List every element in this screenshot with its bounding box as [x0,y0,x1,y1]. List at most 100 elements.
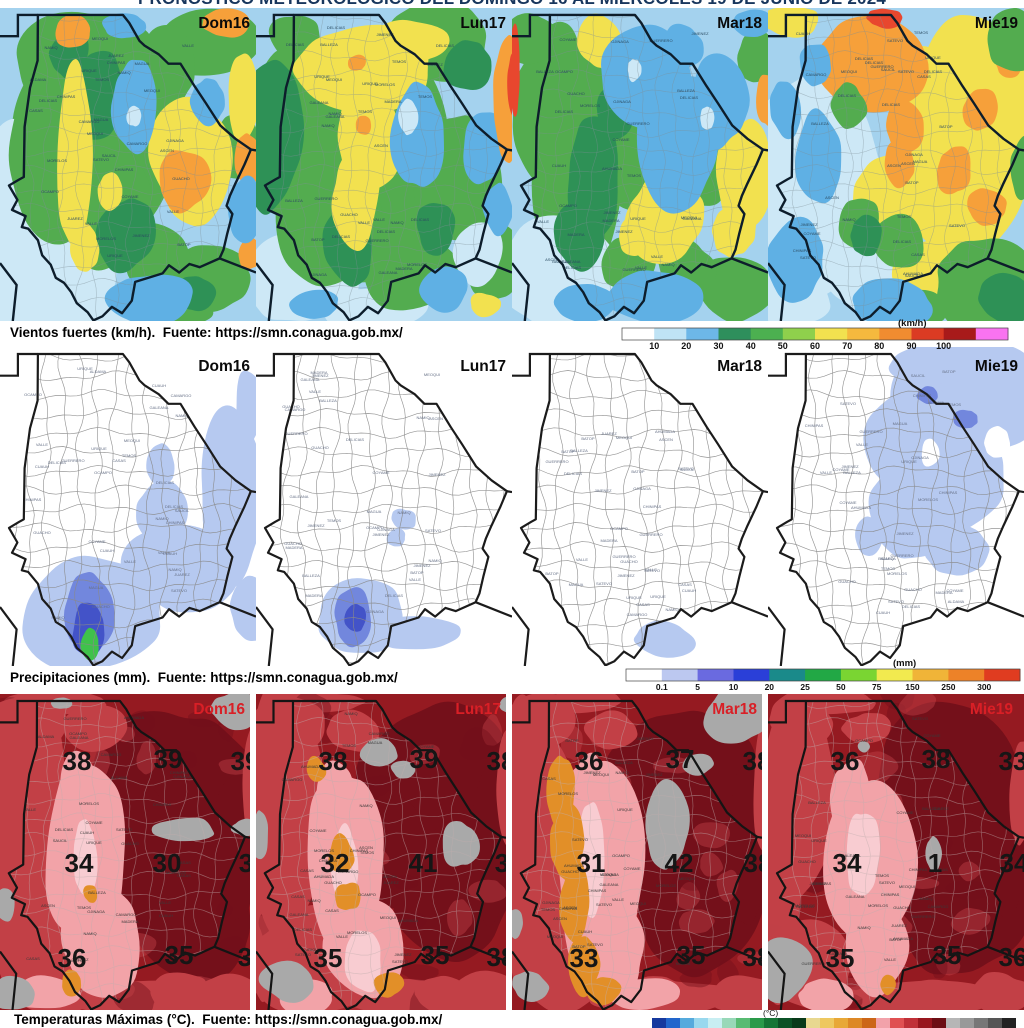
svg-text:MORELOS: MORELOS [407,262,427,267]
svg-text:VALLE: VALLE [36,442,48,447]
svg-text:BATOP: BATOP [889,937,903,942]
svg-text:MEOQUI: MEOQUI [326,77,342,82]
svg-text:Mar18: Mar18 [712,701,757,718]
svg-text:35: 35 [165,940,194,970]
svg-text:DELICIAS: DELICIAS [436,43,455,48]
svg-text:DELICIAS: DELICIAS [902,604,921,609]
svg-text:NAMIQ: NAMIQ [307,898,320,903]
svg-text:VALLE: VALLE [537,219,549,224]
svg-text:CUAUH: CUAUH [796,31,810,36]
svg-text:BATOP: BATOP [939,124,953,129]
svg-text:75: 75 [872,682,882,692]
svg-text:NAMIQ: NAMIQ [344,711,357,716]
svg-text:DELICIAS: DELICIAS [924,69,943,74]
svg-text:35: 35 [677,940,706,970]
svg-text:SAUCIL: SAUCIL [102,153,117,158]
svg-text:URIQUE: URIQUE [91,446,107,451]
svg-text:TEMOS: TEMOS [418,94,433,99]
svg-text:OCAMPO: OCAMPO [855,738,873,743]
svg-text:BALLEZA: BALLEZA [811,121,829,126]
svg-text:DELICIAS: DELICIAS [294,927,313,932]
svg-text:VALLE: VALLE [158,550,170,555]
svg-text:ASCEN: ASCEN [41,903,55,908]
svg-text:CASAS: CASAS [291,894,305,899]
svg-text:GUERRERO: GUERRERO [911,914,934,919]
svg-text:VALLE: VALLE [309,389,321,394]
svg-text:BATOP: BATOP [572,944,586,949]
svg-text:SATEVO: SATEVO [596,581,612,586]
svg-text:39: 39 [410,744,439,774]
svg-text:DELICIAS: DELICIAS [555,109,574,114]
svg-text:NAMIQ: NAMIQ [661,262,674,267]
svg-text:CHINIPAS: CHINIPAS [170,770,189,775]
svg-text:GUACHO: GUACHO [904,587,922,592]
svg-text:URIQUE: URIQUE [901,459,917,464]
svg-text:20: 20 [681,341,691,351]
svg-text:OCAMPO: OCAMPO [24,392,42,397]
svg-text:ASCEN: ASCEN [887,163,901,168]
svg-text:ALDAMA: ALDAMA [111,775,128,780]
svg-text:JIMENEZ: JIMENEZ [809,881,827,886]
svg-text:CHINIPAS: CHINIPAS [559,906,578,911]
svg-text:38: 38 [743,942,762,972]
svg-text:35: 35 [826,943,855,973]
svg-text:OCAMPO: OCAMPO [358,892,376,897]
svg-text:3: 3 [238,942,250,972]
svg-text:GALEANA: GALEANA [846,894,865,899]
svg-text:TEMOS: TEMOS [360,850,375,855]
svg-text:31: 31 [577,848,606,878]
svg-text:NAMIQ: NAMIQ [665,607,678,612]
svg-text:OCAMPO: OCAMPO [366,525,384,530]
svg-text:AHUMADA: AHUMADA [655,429,675,434]
svg-text:300: 300 [977,682,991,692]
svg-text:AHUMADA: AHUMADA [903,271,923,276]
svg-text:VALLE: VALLE [167,209,179,214]
svg-text:GUERRERO: GUERRERO [612,554,635,559]
svg-text:URIQUE: URIQUE [314,74,330,79]
svg-text:MADERA: MADERA [395,266,412,271]
svg-text:MAGUA: MAGUA [135,61,150,66]
svg-text:DELICIAS: DELICIAS [39,98,58,103]
svg-text:BALLEZA: BALLEZA [922,806,940,811]
svg-text:OJINAGA: OJINAGA [611,39,629,44]
svg-text:SAUCIL: SAUCIL [680,467,695,472]
svg-text:AHUMADA: AHUMADA [602,166,622,171]
svg-text:MORELOS: MORELOS [580,103,600,108]
svg-text:URIQUE: URIQUE [362,81,378,86]
svg-text:MADERA: MADERA [285,545,302,550]
svg-text:COYAME: COYAME [803,231,820,236]
svg-text:MORELOS: MORELOS [347,930,367,935]
svg-text:CAMARGO: CAMARGO [116,912,137,917]
svg-text:25: 25 [800,682,810,692]
svg-text:Mie19: Mie19 [975,358,1018,375]
svg-text:Lun17: Lun17 [460,15,506,32]
svg-text:GUERRERO: GUERRERO [801,961,824,966]
svg-text:OCAMPO: OCAMPO [69,731,87,736]
svg-text:MORELOS: MORELOS [47,158,67,163]
svg-text:NAMIQ: NAMIQ [390,220,403,225]
svg-text:NAMIQ: NAMIQ [155,516,168,521]
svg-text:MAGUA: MAGUA [94,117,109,122]
svg-text:TEMOS: TEMOS [122,453,137,458]
svg-text:ASCEN: ASCEN [160,148,174,153]
svg-text:GUACHO: GUACHO [567,91,585,96]
svg-text:MAGUA: MAGUA [569,582,584,587]
svg-text:GALEANA: GALEANA [829,951,848,956]
svg-text:VALLE: VALLE [124,559,136,564]
svg-text:GALEANA: GALEANA [301,377,320,382]
svg-text:CHINIPAS: CHINIPAS [115,167,134,172]
svg-text:VALLE: VALLE [856,442,868,447]
svg-text:Dom16: Dom16 [193,701,245,718]
svg-text:JUAREZ: JUAREZ [933,806,949,811]
svg-text:39: 39 [154,744,183,774]
svg-text:URIQUE: URIQUE [630,216,646,221]
svg-text:NAMIQ: NAMIQ [397,510,410,515]
svg-text:GUERRERO: GUERRERO [545,459,568,464]
svg-text:BALLEZA: BALLEZA [570,448,588,453]
svg-text:JIMENEZ: JIMENEZ [376,32,394,37]
svg-text:35: 35 [933,940,962,970]
svg-text:GUACHO: GUACHO [121,841,139,846]
svg-text:5: 5 [695,682,700,692]
svg-text:36: 36 [831,746,860,776]
svg-text:NAMIQ: NAMIQ [328,111,341,116]
